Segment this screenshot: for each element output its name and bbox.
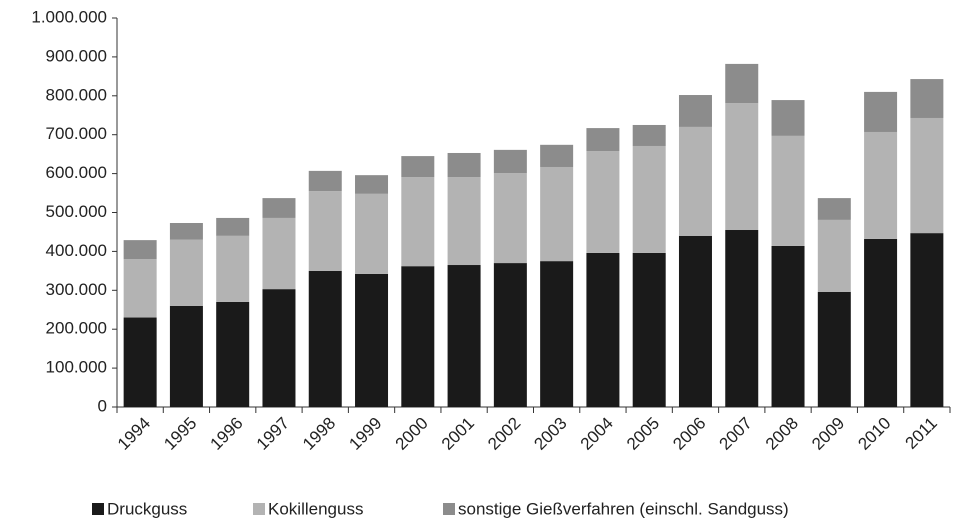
bar-segment [401, 156, 435, 178]
bar-segment [401, 266, 435, 407]
x-tick-label: 1998 [299, 414, 339, 454]
bar-segment [262, 289, 296, 407]
bar-segment [216, 301, 250, 407]
y-tick-label: 0 [98, 396, 107, 415]
bar-segment [771, 245, 805, 407]
bar-segment [447, 177, 481, 266]
legend-label: sonstige Gießverfahren (einschl. Sandgus… [458, 499, 789, 518]
bar-segment [817, 219, 851, 292]
bar-segment [817, 291, 851, 407]
x-tick-label: 2005 [623, 414, 663, 454]
legend-swatch [253, 503, 265, 515]
legend-label: Kokillenguss [268, 499, 363, 518]
legend-swatch [443, 503, 455, 515]
bar-segment [540, 144, 574, 167]
bar-segment [725, 103, 759, 231]
bar-segment [725, 230, 759, 407]
legend-swatch [92, 503, 104, 515]
bar-segment [678, 235, 712, 407]
y-tick-label: 1.000.000 [31, 7, 107, 26]
bar-segment [632, 252, 666, 407]
x-tick-label: 1996 [207, 414, 247, 454]
bar-segment [493, 173, 527, 264]
bar-segment [216, 217, 250, 236]
bar-segment [771, 135, 805, 246]
bar-segment [910, 233, 944, 407]
y-tick-label: 200.000 [46, 319, 107, 338]
bar-segment [169, 239, 203, 306]
y-tick-label: 400.000 [46, 241, 107, 260]
bar-segment [308, 270, 342, 407]
bar-segment [540, 261, 574, 407]
bar-segment [910, 79, 944, 118]
y-tick-label: 500.000 [46, 202, 107, 221]
bar-segment [169, 223, 203, 240]
bar-segment [817, 198, 851, 220]
x-tick-label: 2010 [854, 414, 894, 454]
bar-segment [632, 124, 666, 146]
bar-segment [864, 131, 898, 239]
x-tick-label: 2009 [808, 414, 848, 454]
bar-segment [447, 265, 481, 407]
bar-segment [308, 191, 342, 271]
legend-label: Druckguss [107, 499, 187, 518]
y-tick-label: 900.000 [46, 46, 107, 65]
bar-segment [493, 149, 527, 174]
x-tick-label: 2002 [484, 414, 524, 454]
bar-segment [355, 193, 389, 274]
bar-segment [169, 305, 203, 407]
x-tick-label: 2003 [530, 414, 570, 454]
y-tick-label: 300.000 [46, 280, 107, 299]
bar-segment [123, 240, 157, 260]
bar-segment [493, 263, 527, 407]
bar-segment [864, 91, 898, 132]
x-tick-label: 2006 [669, 414, 709, 454]
x-tick-label: 2008 [762, 414, 802, 454]
bar-segment [447, 152, 481, 178]
bar-segment [678, 126, 712, 236]
x-tick-label: 1995 [160, 414, 200, 454]
bar-segment [123, 259, 157, 318]
y-tick-label: 800.000 [46, 85, 107, 104]
bar-segment [123, 317, 157, 407]
bar-segment [355, 273, 389, 407]
bar-segment [864, 238, 898, 407]
bar-segment [308, 170, 342, 192]
bar-segment [910, 117, 944, 234]
bar-segment [401, 177, 435, 267]
y-tick-label: 100.000 [46, 358, 107, 377]
x-tick-label: 2001 [438, 414, 478, 454]
y-tick-label: 700.000 [46, 124, 107, 143]
bar-segment [678, 95, 712, 127]
bar-segment [632, 145, 666, 253]
x-tick-label: 1999 [345, 414, 385, 454]
bar-segment [216, 235, 250, 302]
x-tick-label: 2007 [716, 414, 756, 454]
x-tick-label: 1994 [114, 414, 154, 454]
bar-segment [262, 217, 296, 290]
x-tick-label: 2004 [577, 414, 617, 454]
bar-segment [355, 175, 389, 194]
bar-segment [586, 151, 620, 253]
x-tick-label: 2000 [392, 414, 432, 454]
x-tick-label: 1997 [253, 414, 293, 454]
bar-segment [262, 198, 296, 218]
bar-segment [771, 100, 805, 136]
bar-segment [586, 252, 620, 407]
bar-segment [540, 166, 574, 262]
bar-segment [586, 128, 620, 152]
bar-segment [725, 63, 759, 104]
x-tick-label: 2011 [902, 414, 941, 453]
y-tick-label: 600.000 [46, 163, 107, 182]
